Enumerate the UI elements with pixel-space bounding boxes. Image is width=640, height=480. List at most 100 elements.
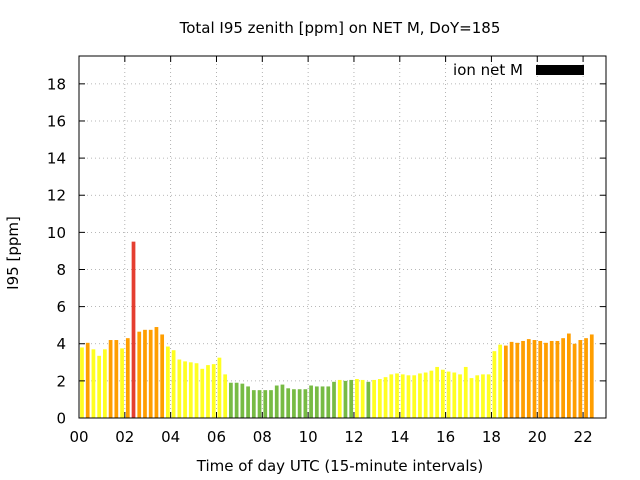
grid <box>79 56 606 418</box>
bar <box>435 366 439 418</box>
bar <box>469 378 474 418</box>
bar <box>549 340 554 418</box>
bar <box>309 385 313 418</box>
x-tick-label: 02 <box>115 428 134 446</box>
y-tick-label: 4 <box>56 335 66 353</box>
x-tick-label: 06 <box>207 428 226 446</box>
bar <box>349 379 354 418</box>
bar <box>125 338 130 418</box>
bar <box>584 338 588 418</box>
bar <box>446 371 451 418</box>
bar <box>160 334 165 418</box>
bar <box>263 390 268 418</box>
bar <box>332 381 336 418</box>
bar <box>337 379 342 418</box>
bar <box>372 379 376 418</box>
bar <box>108 340 113 418</box>
x-tick-label: 22 <box>574 428 593 446</box>
bar <box>292 389 296 418</box>
bar <box>251 390 256 418</box>
bar <box>395 373 399 418</box>
bar <box>389 374 394 418</box>
y-tick-label: 6 <box>56 298 66 316</box>
bar <box>286 388 291 418</box>
bar <box>91 349 96 418</box>
bar <box>360 379 365 418</box>
bar <box>589 334 594 418</box>
bar <box>406 375 411 418</box>
y-tick-label: 8 <box>56 261 66 279</box>
y-tick-label: 12 <box>47 187 66 205</box>
bar <box>578 340 583 418</box>
bar <box>326 386 331 418</box>
bar <box>572 343 577 418</box>
bar <box>229 382 233 418</box>
bar <box>320 386 325 418</box>
bar <box>400 374 405 418</box>
x-tick-label: 10 <box>299 428 318 446</box>
bar <box>137 331 142 418</box>
bar <box>526 339 531 418</box>
plot-frame <box>78 55 607 419</box>
y-axis-label: I95 [ppm] <box>4 216 22 290</box>
bar <box>274 385 279 418</box>
legend-swatch <box>536 65 584 75</box>
x-tick-label: 16 <box>436 428 455 446</box>
y-tick-label: 0 <box>56 410 66 428</box>
bar <box>515 342 520 418</box>
bar <box>343 380 348 418</box>
bar <box>234 382 239 418</box>
bar <box>131 241 136 418</box>
bar <box>366 381 371 418</box>
legend: ion net M <box>453 61 584 79</box>
bar <box>440 369 445 418</box>
bar <box>486 374 491 418</box>
bar <box>223 374 228 418</box>
x-tick-label: 18 <box>482 428 501 446</box>
y-tick-label: 16 <box>47 112 66 130</box>
bar <box>177 359 182 418</box>
x-tick-label: 08 <box>253 428 272 446</box>
bar <box>120 348 124 418</box>
bar <box>154 327 159 418</box>
bar <box>217 357 222 418</box>
bar <box>269 390 273 418</box>
bar <box>103 349 107 418</box>
bar <box>503 345 508 418</box>
y-tick-label: 18 <box>47 75 66 93</box>
bar <box>143 329 147 418</box>
bar <box>492 351 497 418</box>
bar <box>418 373 422 418</box>
bar <box>206 365 210 418</box>
ticks <box>78 56 606 419</box>
x-axis-label: Time of day UTC (15-minute intervals) <box>196 457 483 475</box>
bar <box>509 341 514 418</box>
bar <box>555 340 560 418</box>
bar <box>567 333 571 418</box>
bar <box>355 379 359 418</box>
bar <box>423 372 428 418</box>
bar <box>114 340 119 418</box>
bar <box>481 374 485 418</box>
x-tick-label: 04 <box>161 428 180 446</box>
bar <box>521 340 525 418</box>
bar <box>171 350 176 418</box>
x-tick-label: 00 <box>69 428 88 446</box>
bar <box>166 346 170 418</box>
legend-label: ion net M <box>453 61 523 79</box>
bar <box>85 342 90 418</box>
bar <box>561 338 565 418</box>
bar <box>303 389 308 418</box>
x-tick-label: 14 <box>390 428 409 446</box>
bar <box>240 383 245 418</box>
bar <box>475 375 480 418</box>
bar <box>538 340 543 418</box>
y-tick-label: 2 <box>56 372 66 390</box>
x-tick-label: 20 <box>528 428 547 446</box>
bar <box>297 389 302 418</box>
bar <box>148 329 153 418</box>
bar <box>257 390 262 418</box>
bar <box>188 362 193 418</box>
